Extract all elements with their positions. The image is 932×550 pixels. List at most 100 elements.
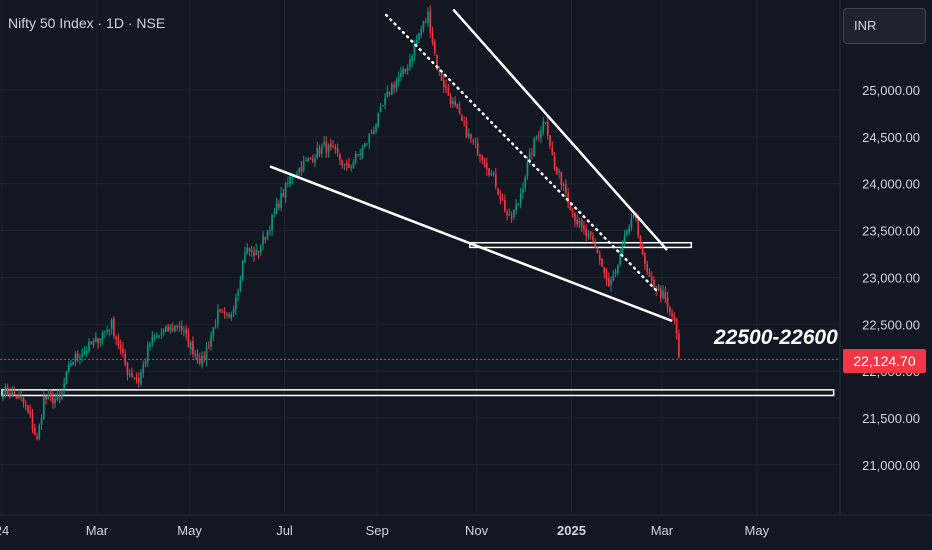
- trendline: [269, 165, 673, 322]
- candle-body: [241, 260, 244, 280]
- candle-body: [126, 362, 129, 375]
- candle-body: [508, 214, 511, 216]
- candle-body: [560, 171, 563, 185]
- candlesticks: [2, 5, 680, 441]
- candle-body: [377, 112, 380, 127]
- currency-selector[interactable]: INR: [843, 8, 926, 44]
- candle-body: [135, 377, 138, 380]
- candle-body: [567, 193, 569, 204]
- candle-body: [171, 328, 174, 331]
- candle-body: [196, 354, 199, 360]
- candle-body: [528, 152, 531, 161]
- time-tick-label: Jul: [276, 523, 293, 538]
- candle-body: [106, 329, 108, 333]
- candle-body: [420, 29, 423, 35]
- candle-body: [603, 267, 606, 273]
- candle-body: [167, 326, 169, 332]
- candle-body: [669, 307, 671, 313]
- candle-body: [83, 351, 86, 355]
- candle-body: [237, 291, 239, 297]
- candle-body: [201, 356, 203, 366]
- candle-body: [203, 355, 206, 359]
- candle-body: [427, 12, 429, 24]
- candle-body: [592, 235, 594, 242]
- candle-body: [52, 396, 54, 404]
- candle-body: [492, 172, 495, 175]
- candle-body: [556, 167, 558, 174]
- candle-body: [357, 153, 359, 155]
- candle-body: [67, 364, 70, 373]
- candle-body: [594, 242, 597, 248]
- candle-body: [296, 173, 298, 175]
- candle-body: [402, 68, 404, 75]
- candle-body: [558, 171, 560, 173]
- candle-body: [323, 141, 325, 145]
- candle-body: [449, 96, 452, 105]
- candle-body: [79, 358, 81, 360]
- candle-body: [397, 77, 400, 83]
- candle-body: [31, 414, 34, 429]
- candle-body: [431, 32, 434, 44]
- candle-body: [601, 259, 603, 267]
- candle-body: [232, 308, 235, 314]
- candle-body: [583, 225, 585, 230]
- candle-body: [108, 330, 111, 332]
- candle-body: [368, 134, 371, 143]
- candle-body: [393, 84, 395, 88]
- candle-body: [266, 230, 269, 239]
- candle-body: [546, 121, 549, 136]
- candle-body: [250, 249, 253, 253]
- candle-body: [429, 11, 432, 34]
- target-annotation: 22500-22600: [714, 326, 838, 349]
- candle-body: [291, 176, 294, 179]
- candle-body: [56, 394, 59, 401]
- candle-body: [472, 140, 475, 142]
- candle-body: [189, 342, 192, 349]
- candle-body: [650, 277, 653, 281]
- candle-body: [465, 122, 468, 138]
- support-zone: [469, 241, 693, 249]
- candle-body: [235, 297, 237, 309]
- candle-body: [485, 162, 488, 170]
- candle-body: [533, 139, 536, 156]
- candle-body: [29, 410, 32, 415]
- candle-body: [246, 247, 249, 254]
- candle-body: [363, 143, 366, 148]
- candle-body: [74, 354, 77, 362]
- candle-body: [142, 364, 145, 374]
- candle-body: [153, 337, 156, 339]
- candle-body: [506, 211, 508, 216]
- candle-body: [372, 130, 375, 134]
- candle-body: [671, 313, 673, 317]
- candle-body: [63, 383, 65, 389]
- candle-body: [646, 264, 649, 272]
- candle-body: [110, 319, 113, 330]
- candle-body: [345, 162, 348, 166]
- candle-body: [174, 325, 176, 332]
- candle-body: [38, 425, 41, 439]
- price-tick-label: 25,000.00: [862, 83, 920, 98]
- candle-body: [494, 173, 497, 188]
- candle-body: [4, 386, 7, 395]
- candle-body: [330, 143, 332, 147]
- candle-body: [318, 148, 321, 155]
- candle-body: [553, 156, 556, 170]
- candle-body: [275, 203, 278, 214]
- time-tick-label: Nov: [465, 523, 489, 538]
- candle-body: [549, 135, 551, 147]
- candle-body: [666, 297, 669, 308]
- candle-body: [497, 188, 499, 195]
- candle-body: [282, 193, 285, 197]
- candle-body: [440, 71, 443, 81]
- candle-body: [90, 341, 93, 345]
- candle-body: [366, 143, 368, 145]
- candle-body: [85, 350, 88, 353]
- candle-body: [122, 348, 124, 353]
- candle-body: [644, 253, 646, 265]
- candle-body: [160, 333, 163, 335]
- candle-body: [6, 387, 9, 395]
- candle-body: [580, 219, 583, 228]
- candle-body: [212, 327, 215, 336]
- price-tick-label: 24,000.00: [862, 177, 920, 192]
